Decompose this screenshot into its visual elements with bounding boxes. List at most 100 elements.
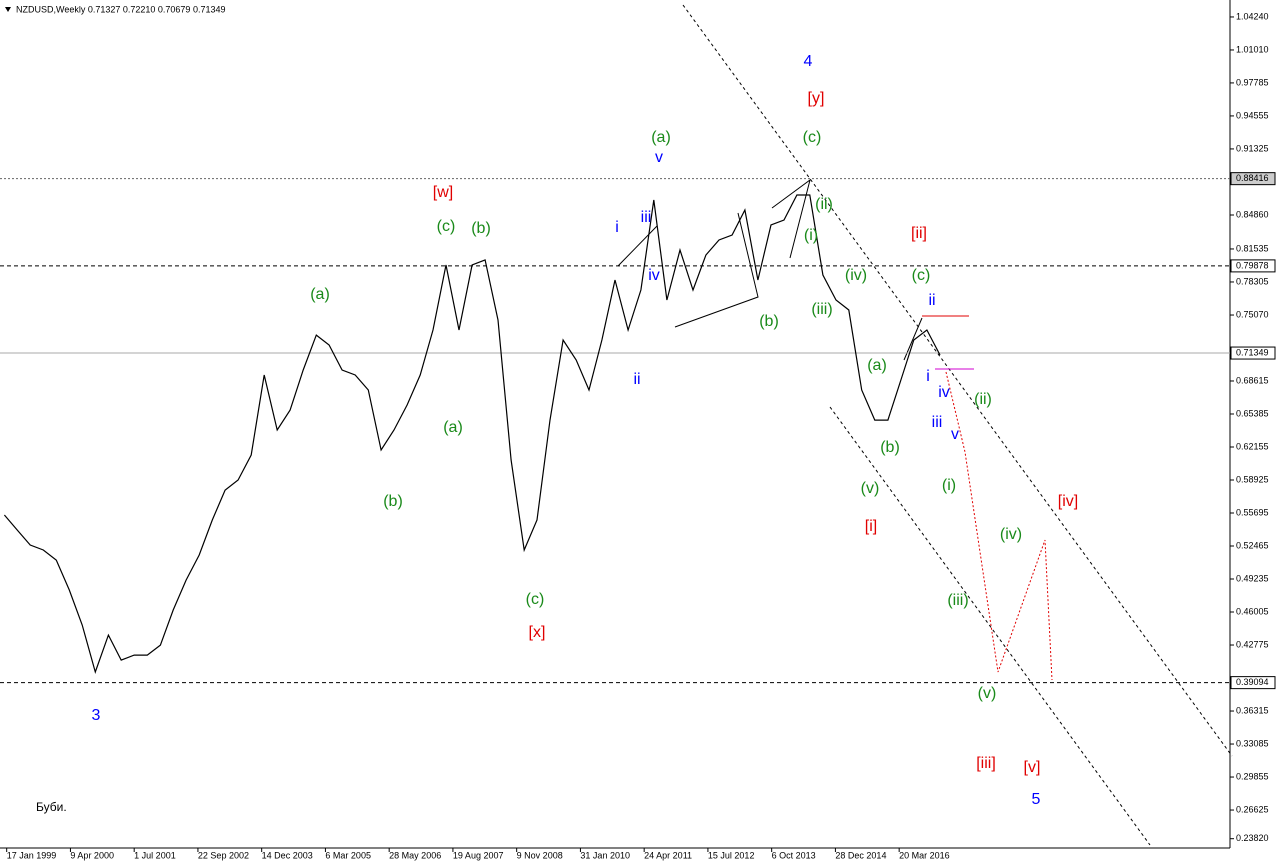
wave-label: (b) (383, 493, 403, 510)
wave-label: (iii) (947, 592, 968, 609)
level-label: 0.79878 (1236, 260, 1269, 270)
level-box (1230, 172, 1276, 186)
wave-label: (i) (804, 227, 818, 244)
y-tick-label: 0.65385 (1236, 408, 1269, 418)
level-box (1230, 676, 1276, 690)
x-tick-label: 31 Jan 2010 (580, 850, 630, 860)
wave-label: (iv) (845, 267, 867, 284)
wave-label: (iv) (1000, 526, 1022, 543)
wave-label: [v] (1024, 759, 1041, 776)
trend-line (829, 406, 1151, 846)
wave-label: [i] (865, 518, 877, 535)
wave-label: (ii) (815, 196, 833, 213)
wave-label: (i) (942, 477, 956, 494)
level-label: 0.39094 (1236, 677, 1269, 687)
x-tick-label: 17 Jan 1999 (7, 850, 57, 860)
wave-label: i (615, 219, 619, 236)
wave-label: (c) (803, 129, 822, 146)
wave-label: (c) (526, 591, 545, 608)
sketch-line (771, 178, 811, 259)
wave-label: (a) (651, 129, 671, 146)
wave-label: [x] (529, 624, 546, 641)
wave-label: 4 (804, 53, 813, 70)
wave-label: ii (928, 292, 935, 309)
y-tick-label: 1.01010 (1236, 44, 1269, 54)
y-tick-label: 0.52465 (1236, 540, 1269, 550)
wave-label: (a) (310, 286, 330, 303)
level-box (1230, 259, 1276, 273)
y-tick-label: 0.97785 (1236, 77, 1269, 87)
wave-label: (v) (861, 480, 880, 497)
wave-label: [iii] (976, 755, 996, 772)
note: Буби. (36, 800, 67, 814)
y-tick-label: 0.36315 (1236, 705, 1269, 715)
wave-label: v (655, 149, 663, 166)
wave-label: (iii) (811, 301, 832, 318)
y-tick-label: 0.68615 (1236, 375, 1269, 385)
wave-label: v (951, 426, 959, 443)
y-tick-label: 0.33085 (1236, 738, 1269, 748)
x-tick-label: 24 Apr 2011 (644, 850, 692, 860)
x-tick-label: 28 Dec 2014 (835, 850, 886, 860)
y-tick-label: 0.55695 (1236, 507, 1269, 517)
price-line (3, 194, 941, 674)
x-tick-label: 15 Jul 2012 (708, 850, 755, 860)
wave-label: 3 (92, 707, 101, 724)
x-tick-label: 14 Dec 2003 (262, 850, 313, 860)
wave-label: iv (938, 384, 950, 401)
wave-label: iv (648, 267, 660, 284)
trend-line (682, 4, 1233, 757)
y-tick-label: 0.42775 (1236, 639, 1269, 649)
wave-label: iii (932, 414, 943, 431)
y-tick-label: 0.62155 (1236, 441, 1269, 451)
level-label: 0.71349 (1236, 347, 1269, 357)
wave-label: ii (633, 371, 640, 388)
wave-label: i (926, 368, 930, 385)
y-tick-label: 0.46005 (1236, 606, 1269, 616)
x-tick-label: 9 Apr 2000 (70, 850, 114, 860)
sketch-line (617, 225, 658, 267)
y-tick-label: 0.58925 (1236, 474, 1269, 484)
wave-label: 5 (1032, 791, 1041, 808)
y-tick-label: 0.81535 (1236, 243, 1269, 253)
wave-label: [w] (433, 184, 453, 201)
x-tick-label: 6 Oct 2013 (772, 850, 816, 860)
sketch-line (674, 212, 759, 328)
wave-label: (a) (867, 357, 887, 374)
y-tick-label: 1.04240 (1236, 11, 1269, 21)
projection (945, 371, 1053, 681)
y-tick-label: 0.78305 (1236, 276, 1269, 286)
level-label: 0.88416 (1236, 173, 1269, 183)
x-tick-label: 1 Jul 2001 (134, 850, 176, 860)
wave-label: (c) (912, 267, 931, 284)
wave-label: [iv] (1058, 493, 1078, 510)
wave-label: [y] (808, 90, 825, 107)
level-box (1230, 346, 1276, 360)
y-tick-label: 0.94555 (1236, 110, 1269, 120)
x-tick-label: 9 Nov 2008 (517, 850, 563, 860)
wave-label: (c) (437, 218, 456, 235)
x-tick-label: 28 May 2006 (389, 850, 441, 860)
x-tick-label: 22 Sep 2002 (198, 850, 249, 860)
x-tick-label: 19 Aug 2007 (453, 850, 504, 860)
wave-label: iii (641, 209, 652, 226)
wave-label: (ii) (974, 391, 992, 408)
title-icon (5, 7, 11, 12)
wave-label: (b) (471, 220, 491, 237)
y-tick-label: 0.26625 (1236, 804, 1269, 814)
wave-label: [ii] (911, 225, 927, 242)
x-tick-label: 20 Mar 2016 (899, 850, 950, 860)
y-tick-label: 0.84860 (1236, 209, 1269, 219)
wave-label: (a) (443, 419, 463, 436)
trend-lines (682, 4, 1233, 846)
y-tick-label: 0.29855 (1236, 771, 1269, 781)
y-tick-label: 0.49235 (1236, 573, 1269, 583)
y-tick-label: 0.23820 (1236, 833, 1269, 843)
wave-label: (v) (978, 685, 997, 702)
x-tick-label: 6 Mar 2005 (325, 850, 371, 860)
wave-label: (b) (759, 313, 779, 330)
wave-label: (b) (880, 439, 900, 456)
chart-title: NZDUSD,Weekly 0.71327 0.72210 0.70679 0.… (16, 4, 225, 14)
